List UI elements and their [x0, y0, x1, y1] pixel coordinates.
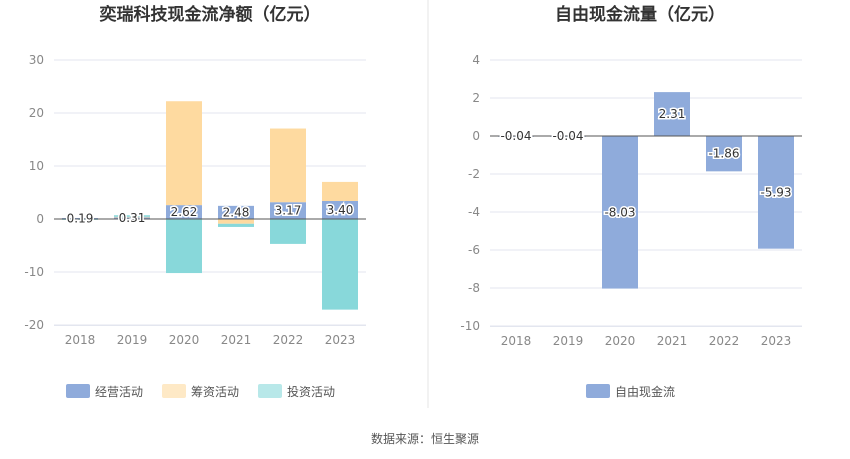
legend-swatch — [66, 384, 90, 398]
y-tick-label: -2 — [468, 167, 480, 181]
bar-investing — [322, 219, 358, 310]
data-label: -0.04 — [552, 129, 583, 143]
bar-free-cash-flow — [602, 136, 638, 289]
data-label: 3.17 — [275, 204, 302, 218]
data-label: -0.04 — [500, 129, 531, 143]
data-label: 2.31 — [659, 107, 686, 121]
y-tick-label: -4 — [468, 205, 480, 219]
data-label: 2.62 — [171, 205, 198, 219]
data-label: -5.93 — [760, 185, 791, 199]
data-label: -1.86 — [708, 147, 739, 161]
bar-investing — [166, 219, 202, 274]
data-label: 3.40 — [327, 203, 354, 217]
legend-label: 投资活动 — [287, 384, 335, 399]
x-tick-label: 2022 — [709, 334, 740, 348]
x-tick-label: 2022 — [273, 333, 304, 347]
bar-operating — [218, 205, 254, 219]
bar-free-cash-flow — [654, 92, 690, 136]
bar-operating — [166, 205, 202, 219]
bar-operating — [270, 202, 306, 219]
bar-financing — [114, 216, 150, 218]
data-label: 0.19 — [67, 211, 94, 225]
x-tick-label: 2021 — [657, 334, 688, 348]
bar-investing — [114, 215, 150, 217]
x-tick-label: 2019 — [553, 334, 584, 348]
y-tick-label: 0 — [472, 129, 480, 143]
data-label: 2.48 — [223, 205, 250, 219]
x-tick-label: 2023 — [761, 334, 792, 348]
y-tick-label: -8 — [468, 281, 480, 295]
bar-investing — [270, 219, 306, 244]
bar-financing — [166, 101, 202, 206]
legend-swatch — [258, 384, 282, 398]
y-tick-label: 20 — [29, 106, 44, 120]
x-tick-label: 2021 — [221, 333, 252, 347]
bar-operating — [114, 217, 150, 219]
bar-free-cash-flow — [706, 136, 742, 172]
y-tick-label: 30 — [29, 53, 44, 67]
x-tick-label: 2020 — [605, 334, 636, 348]
chart-title: 自由现金流量（亿元） — [555, 4, 725, 25]
legend-label: 经营活动 — [95, 385, 143, 399]
bar-investing — [218, 223, 254, 227]
bar-financing — [322, 181, 358, 201]
bar-operating — [322, 200, 358, 219]
bar-investing — [62, 219, 98, 220]
y-tick-label: 4 — [472, 53, 480, 67]
x-tick-label: 2020 — [169, 333, 200, 347]
x-tick-label: 2018 — [65, 333, 96, 347]
x-tick-label: 2023 — [325, 333, 356, 347]
legend-swatch — [586, 384, 610, 398]
x-tick-label: 2018 — [501, 334, 532, 348]
y-tick-label: -10 — [460, 319, 480, 333]
chart-title: 奕瑞科技现金流净额（亿元） — [100, 4, 321, 25]
legend-label: 筹资活动 — [191, 385, 239, 399]
bar-free-cash-flow — [758, 136, 794, 249]
source-note: 数据来源：恒生聚源 — [370, 432, 479, 446]
y-tick-label: 2 — [472, 91, 480, 105]
y-tick-label: -10 — [24, 265, 44, 279]
x-tick-label: 2019 — [117, 333, 148, 347]
data-label: 0.31 — [119, 211, 146, 225]
bar-financing — [218, 219, 254, 224]
y-tick-label: -20 — [24, 318, 44, 332]
bar-operating — [62, 217, 98, 219]
legend-swatch — [162, 384, 186, 398]
y-tick-label: 10 — [29, 159, 44, 173]
legend-label: 自由现金流 — [615, 384, 675, 399]
y-tick-label: -6 — [468, 243, 480, 257]
y-tick-label: 0 — [36, 212, 44, 226]
data-label: -8.03 — [604, 205, 635, 219]
bar-financing — [270, 128, 306, 203]
